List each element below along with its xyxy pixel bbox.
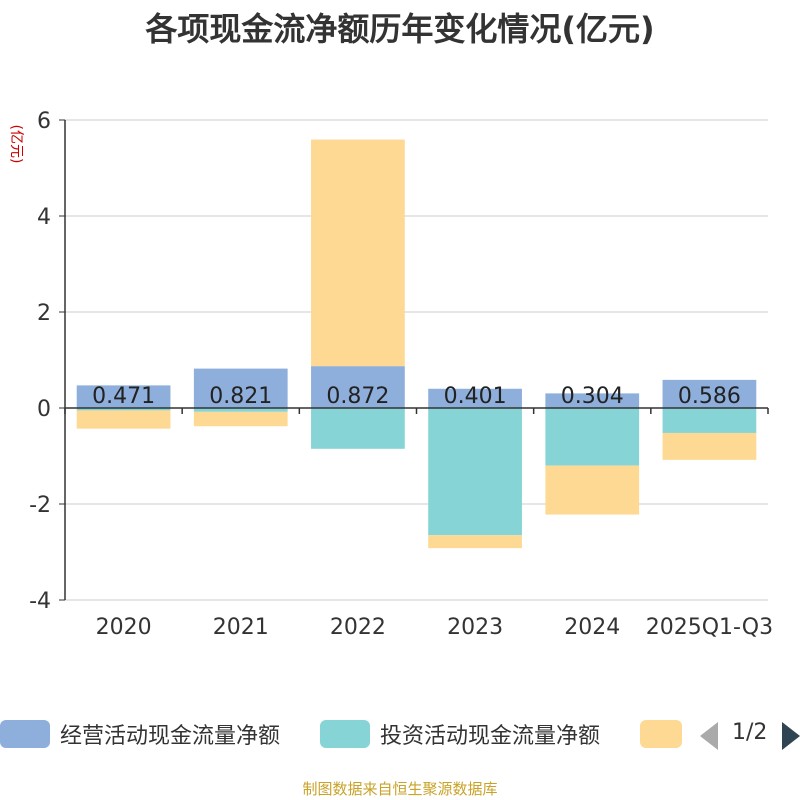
legend-page-indicator: 1/2 xyxy=(732,720,768,745)
bar-financing-2020 xyxy=(76,410,171,429)
y-axis-label: (亿元) xyxy=(8,125,24,164)
x-tick-label: 2020 xyxy=(96,615,152,640)
legend-swatch-investing xyxy=(320,720,370,748)
legend-label-investing: 投资活动现金流量净额 xyxy=(380,724,601,749)
bar-financing-2024 xyxy=(545,465,640,515)
y-tick-label: -2 xyxy=(29,493,51,518)
x-tick-label: 2025Q1-Q3 xyxy=(646,615,773,640)
legend-next-page-icon[interactable] xyxy=(782,722,800,750)
data-source-note: 制图数据来自恒生聚源数据库 xyxy=(302,780,498,798)
legend-label-operating: 经营活动现金流量净额 xyxy=(60,724,281,749)
legend-item-operating[interactable]: 经营活动现金流量净额 xyxy=(0,716,280,752)
y-tick-label: 6 xyxy=(37,109,51,134)
bar-operating-2021 xyxy=(193,368,288,408)
bar-investing-2020 xyxy=(76,408,171,411)
bar-financing-2022 xyxy=(311,139,405,367)
bar-operating-2022 xyxy=(311,366,405,408)
chart-title: 各项现金流净额历年变化情况(亿元) xyxy=(145,10,655,48)
legend: 经营活动现金流量净额 投资活动现金流量净额 1/2 xyxy=(0,716,800,756)
bar-investing-2021 xyxy=(193,408,288,412)
y-tick-label: -4 xyxy=(29,589,51,614)
x-tick-label: 2021 xyxy=(213,615,269,640)
x-tick-label: 2024 xyxy=(564,615,620,640)
data-label-operating: 0.872 xyxy=(326,384,389,409)
bar-financing-2021 xyxy=(193,411,288,427)
legend-item-financing[interactable] xyxy=(640,716,682,752)
data-label-operating: 0.401 xyxy=(444,384,507,409)
x-tick-label: 2022 xyxy=(330,615,386,640)
bar-operating-2020 xyxy=(76,385,171,408)
bar-financing-2023 xyxy=(428,535,522,549)
legend-swatch-operating xyxy=(0,720,50,748)
legend-prev-page-icon[interactable] xyxy=(700,722,718,750)
chart-canvas: (亿元) -4 -2 0 2 4 6 2020 2021 2022 2023 2024 2025Q1-Q… xyxy=(8,109,773,640)
bar-financing-2025Q1-Q3 xyxy=(662,432,757,460)
data-label-operating: 0.471 xyxy=(92,384,155,409)
legend-item-investing[interactable]: 投资活动现金流量净额 xyxy=(320,716,600,752)
bar-investing-2022 xyxy=(311,408,405,449)
bar-operating-2023 xyxy=(428,388,522,408)
data-label-operating: 0.821 xyxy=(209,384,272,409)
bar-operating-2025Q1-Q3 xyxy=(662,379,757,408)
y-tick-label: 0 xyxy=(37,397,51,422)
legend-swatch-financing xyxy=(640,720,682,748)
y-tick-label: 4 xyxy=(37,205,51,230)
bar-investing-2024 xyxy=(545,408,640,466)
bar-investing-2025Q1-Q3 xyxy=(662,408,757,433)
bar-investing-2023 xyxy=(428,408,522,536)
x-tick-label: 2023 xyxy=(447,615,503,640)
y-tick-label: 2 xyxy=(37,301,51,326)
data-label-operating: 0.304 xyxy=(561,384,624,409)
bar-operating-2024 xyxy=(545,393,640,408)
data-label-operating: 0.586 xyxy=(678,384,741,409)
